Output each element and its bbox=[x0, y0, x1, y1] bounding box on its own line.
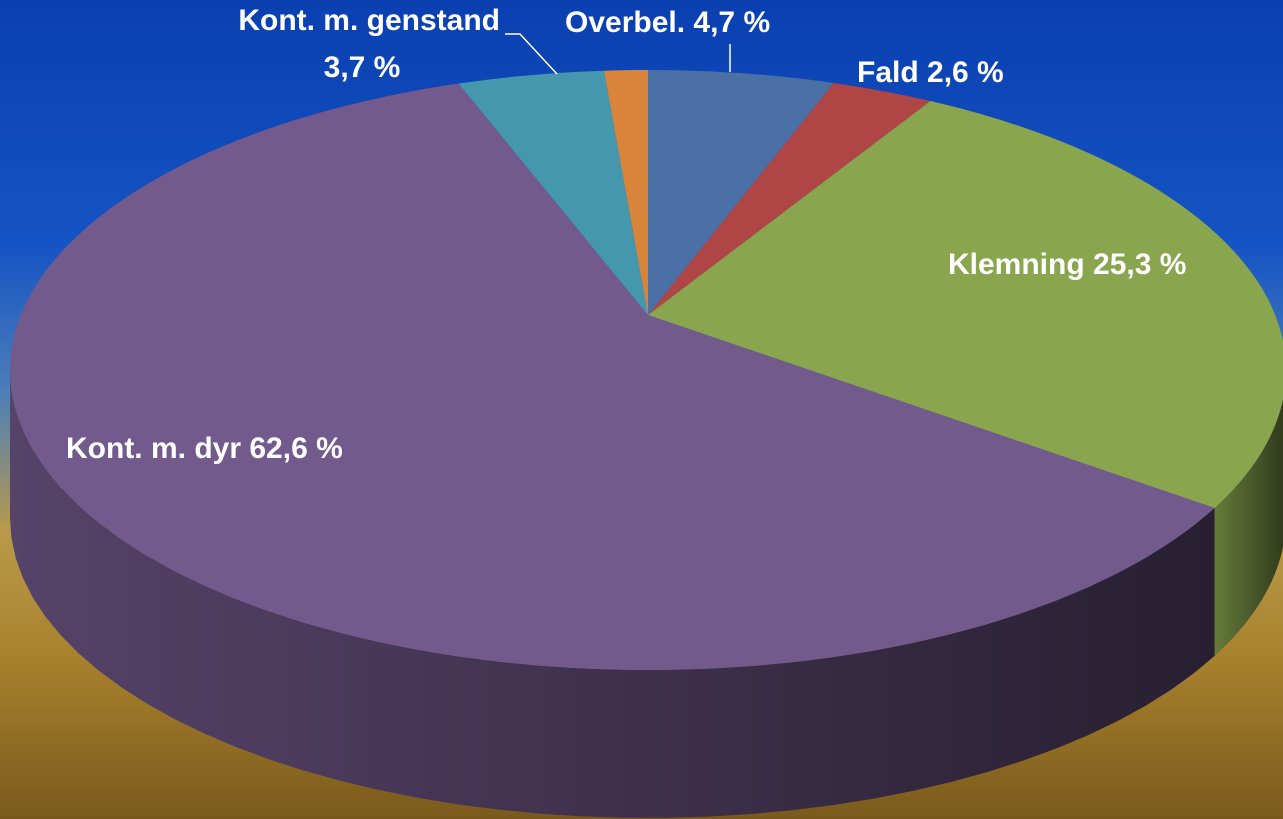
value-label: 3,7 % bbox=[324, 51, 401, 84]
category-label: Overbel. bbox=[565, 6, 685, 39]
value-label: 4,7 % bbox=[693, 6, 770, 39]
page: Overbel. 4,7 %Fald 2,6 %Klemning 25,3 %K… bbox=[0, 0, 1283, 819]
slice-label: Kont. m. dyr 62,6 % bbox=[66, 432, 343, 465]
leader-line bbox=[505, 34, 557, 74]
value-label: 2,6 % bbox=[927, 56, 1004, 89]
chart: Overbel. 4,7 %Fald 2,6 %Klemning 25,3 %K… bbox=[0, 0, 1283, 819]
category-label: Fald bbox=[857, 56, 919, 89]
value-label: 25,3 % bbox=[1093, 248, 1186, 281]
slice-label: Overbel. 4,7 % bbox=[565, 6, 770, 39]
category-label: Kont. m. dyr bbox=[66, 432, 241, 465]
slice-label: Kont. m. genstand bbox=[238, 4, 500, 37]
category-label: Klemning bbox=[948, 248, 1085, 281]
value-label: 62,6 % bbox=[249, 432, 342, 465]
slice-label: Klemning 25,3 % bbox=[948, 248, 1186, 281]
slice-label: Fald 2,6 % bbox=[857, 56, 1004, 89]
